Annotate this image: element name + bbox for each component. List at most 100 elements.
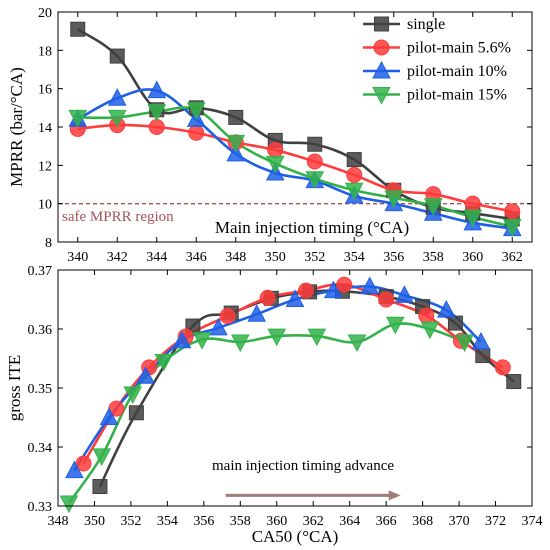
ite-y-axis-label: gross ITE <box>5 355 24 422</box>
x-tick-label: 352 <box>304 250 325 265</box>
x-tick-label: 360 <box>266 514 287 529</box>
data-point-pilot-main-15- <box>463 209 483 228</box>
legend-marker <box>374 16 389 32</box>
ite-plot-area <box>59 276 522 514</box>
x-tick-label: 362 <box>303 514 324 529</box>
y-tick-label: 16 <box>38 83 52 98</box>
timing-advance-arrow <box>225 490 401 501</box>
data-point-pilot-main-15- <box>186 102 206 120</box>
data-point-pilot-main-5-6- <box>378 291 395 308</box>
y-tick-label: 14 <box>38 121 52 136</box>
x-tick-label: 358 <box>230 514 251 529</box>
data-point-pilot-main-15- <box>92 448 112 466</box>
data-point-pilot-main-5-6- <box>464 195 481 212</box>
data-point-pilot-main-5-6- <box>297 282 314 299</box>
x-tick-label: 364 <box>339 514 360 529</box>
data-point-pilot-main-5-6- <box>494 359 511 376</box>
mprr-axis-ticks: 340 342 344 346 348 350 352 354 356 358 360 362 8 10 1… <box>38 6 532 265</box>
data-point-pilot-main-15- <box>384 190 404 208</box>
y-tick-label: 8 <box>45 236 52 251</box>
ite-x-axis-label: CA50 (°CA) <box>252 527 339 546</box>
x-tick-label: 374 <box>522 514 543 529</box>
safe-region-label: safe MPRR region <box>62 209 174 225</box>
x-tick-label: 356 <box>383 250 404 265</box>
data-point-single <box>228 109 244 125</box>
ite-axis-ticks: 348 350 352 354 356 358 360 362 364 366 368 370 372 3… <box>28 264 543 529</box>
data-point-pilot-main-10- <box>285 289 305 307</box>
y-tick-label: 0.35 <box>28 382 53 397</box>
x-tick-label: 360 <box>462 250 483 265</box>
data-point-pilot-main-5-6- <box>75 455 92 472</box>
data-point-pilot-main-15- <box>347 334 367 353</box>
data-point-single <box>506 374 522 390</box>
data-point-pilot-main-10- <box>147 80 167 99</box>
mprr-y-axis-label: MPRR (bar/°CA) <box>7 67 26 187</box>
data-point-pilot-main-15- <box>230 334 250 353</box>
data-point-pilot-main-10- <box>99 407 119 425</box>
x-tick-label: 348 <box>48 514 69 529</box>
data-point-pilot-main-5-6- <box>504 203 521 220</box>
y-tick-label: 0.33 <box>28 500 53 515</box>
legend-marker <box>372 87 391 105</box>
data-point-single <box>128 405 144 421</box>
data-point-pilot-main-15- <box>423 198 443 216</box>
data-point-pilot-main-10- <box>247 304 267 322</box>
y-tick-label: 0.37 <box>28 264 53 279</box>
data-point-single <box>70 21 86 37</box>
y-tick-label: 10 <box>38 198 52 213</box>
y-tick-label: 0.36 <box>28 323 53 338</box>
data-point-pilot-main-10- <box>471 331 491 350</box>
y-tick-label: 18 <box>38 44 52 59</box>
data-point-pilot-main-10- <box>436 300 456 318</box>
legend-label: single <box>407 16 445 33</box>
data-point-pilot-main-15- <box>192 332 212 350</box>
data-point-pilot-main-10- <box>395 285 414 303</box>
x-tick-label: 368 <box>412 514 433 529</box>
data-point-pilot-main-5-6- <box>346 166 363 183</box>
legend-label: pilot-main 15% <box>407 87 507 104</box>
data-point-pilot-main-15- <box>59 495 79 514</box>
data-point-single <box>447 315 463 331</box>
data-point-single <box>92 479 108 495</box>
data-point-pilot-main-15- <box>123 386 143 404</box>
y-tick-label: 12 <box>38 159 52 174</box>
data-point-pilot-main-15- <box>107 109 127 128</box>
x-tick-label: 350 <box>84 514 105 529</box>
x-tick-label: 366 <box>376 514 397 529</box>
x-tick-label: 352 <box>120 514 141 529</box>
y-tick-label: 20 <box>38 6 52 21</box>
mprr-chart: 340 342 344 346 348 350 352 354 356 358 360 362 8 10 1… <box>7 6 533 265</box>
data-point-pilot-main-15- <box>265 155 285 174</box>
data-point-pilot-main-10- <box>360 276 380 295</box>
data-point-pilot-main-5-6- <box>336 276 353 293</box>
data-point-single <box>109 48 125 64</box>
data-point-pilot-main-10- <box>107 88 127 106</box>
x-tick-label: 354 <box>157 514 178 529</box>
data-point-pilot-main-5-6- <box>418 307 435 324</box>
data-point-pilot-main-10- <box>209 317 228 336</box>
legend-marker <box>372 60 391 79</box>
x-tick-label: 358 <box>423 250 444 265</box>
x-tick-label: 354 <box>344 250 365 265</box>
data-point-single <box>185 318 201 334</box>
data-point-pilot-main-5-6- <box>259 289 276 306</box>
x-tick-label: 372 <box>485 514 506 529</box>
data-point-pilot-main-15- <box>307 328 327 347</box>
data-point-pilot-main-15- <box>147 104 167 122</box>
data-point-pilot-main-15- <box>455 334 474 353</box>
data-point-pilot-main-15- <box>420 321 440 340</box>
data-point-pilot-main-15- <box>344 182 364 201</box>
data-point-pilot-main-5-6- <box>148 119 165 135</box>
timing-advance-annotation: main injection timing advance <box>212 458 394 474</box>
data-point-single <box>346 152 362 168</box>
data-point-single <box>475 348 491 364</box>
data-point-pilot-main-10- <box>136 366 155 384</box>
data-point-pilot-main-10- <box>323 280 343 299</box>
data-point-pilot-main-5-6- <box>219 308 236 325</box>
data-point-pilot-main-15- <box>267 328 287 347</box>
x-tick-label: 348 <box>225 250 246 265</box>
data-point-pilot-main-15- <box>385 316 405 335</box>
data-point-pilot-main-5-6- <box>306 153 323 170</box>
mprr-legend: single pilot-main 5.6% pilot-main 10% pilot… <box>363 16 511 105</box>
